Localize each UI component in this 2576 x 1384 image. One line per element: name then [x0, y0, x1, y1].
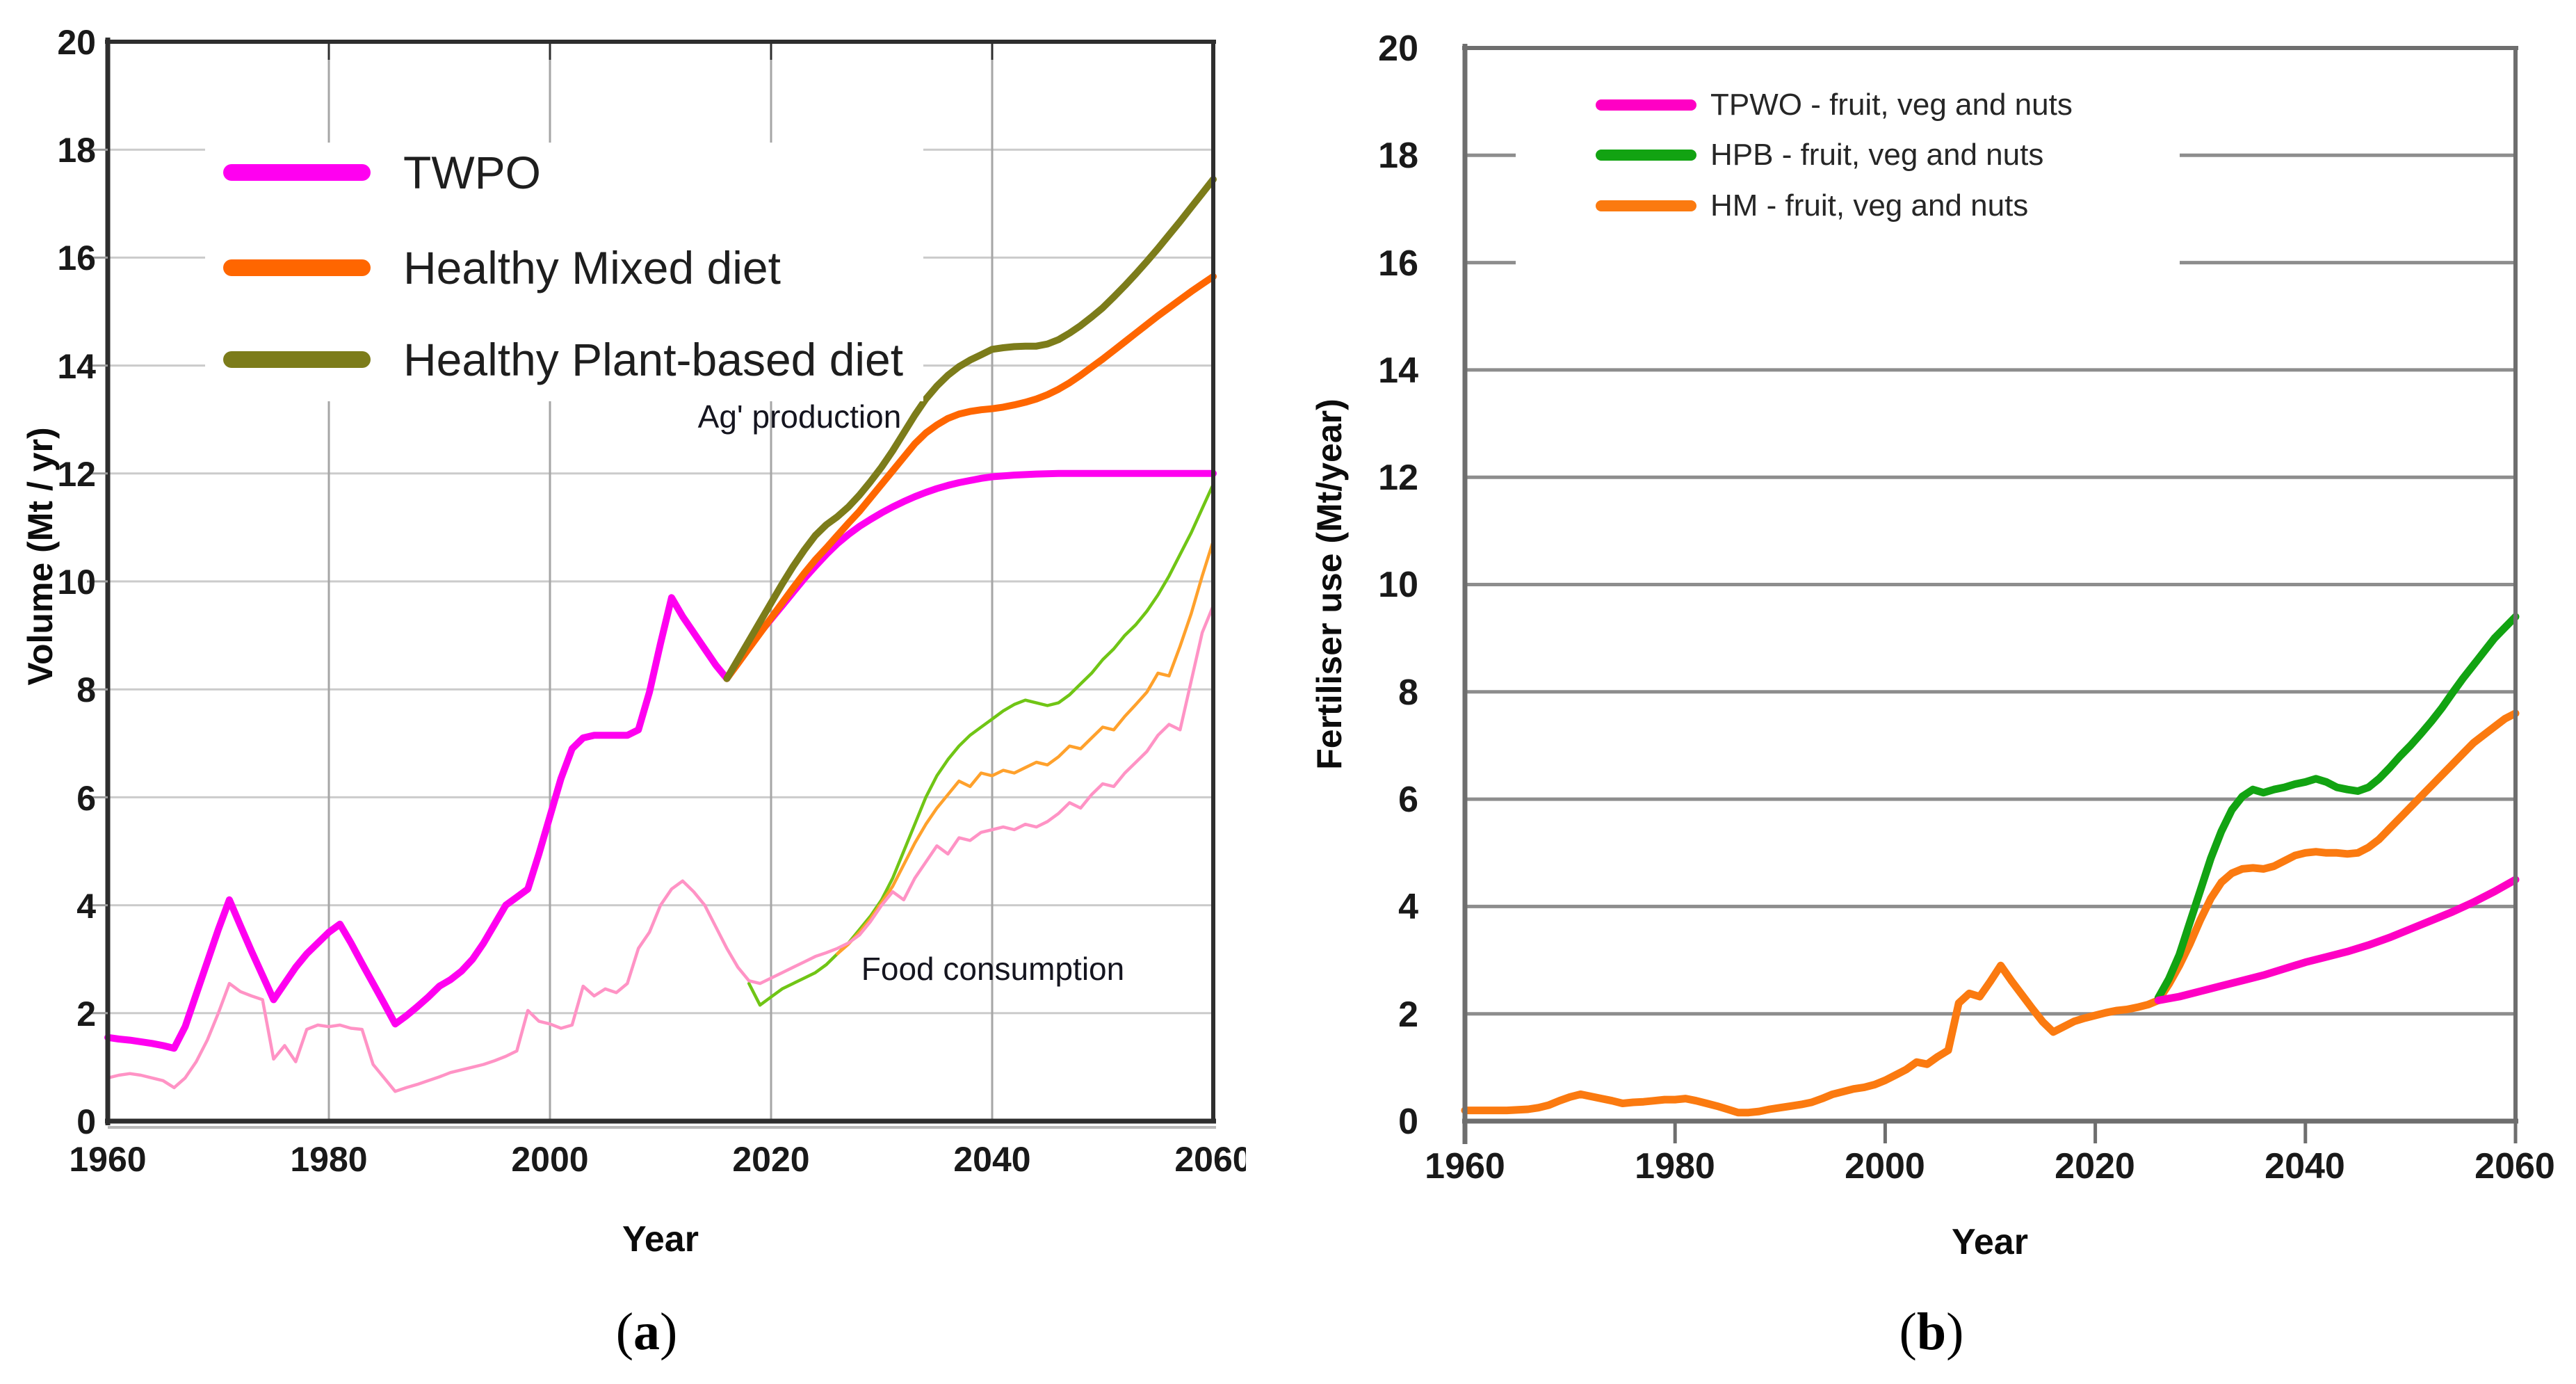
- a-y-tick-0: 0: [76, 1102, 96, 1141]
- a-legend-swatch-hm: [223, 259, 371, 276]
- series-line-hm-food-consumption: [836, 539, 1215, 956]
- b-y-tick-10: 10: [1378, 565, 1418, 605]
- a-y-tick-12: 12: [57, 455, 96, 494]
- b-y-tick-18: 18: [1378, 136, 1418, 176]
- b-x-tick-2000: 2000: [1845, 1146, 1925, 1186]
- a-y-tick-4: 4: [76, 887, 96, 926]
- a-x-tick-1960: 1960: [69, 1140, 147, 1179]
- series-line-hm-fruit-veg-and-nuts: [1461, 709, 2520, 1117]
- series-line-twpo: [104, 469, 1217, 1052]
- b-y-tick-0: 0: [1398, 1102, 1418, 1142]
- caption-a-letter: a: [633, 1303, 660, 1361]
- a-y-axis-title: Volume (Mt / yr): [21, 427, 60, 686]
- a-y-tick-14: 14: [57, 347, 96, 386]
- caption-a: (a): [570, 1302, 723, 1362]
- a-annotation-food-consumption: Food consumption: [861, 951, 1125, 987]
- a-legend-label-hpb: Healthy Plant-based diet: [403, 334, 904, 385]
- a-x-tick-2000: 2000: [511, 1140, 589, 1179]
- b-y-tick-16: 16: [1378, 243, 1418, 284]
- b-y-tick-14: 14: [1378, 351, 1418, 391]
- caption-b-close: ): [1946, 1303, 1964, 1361]
- a-x-tick-2060: 2060: [1174, 1140, 1246, 1179]
- a-y-tick-18: 18: [57, 131, 96, 170]
- b-y-tick-8: 8: [1398, 673, 1418, 713]
- b-x-tick-2060: 2060: [2474, 1146, 2555, 1186]
- b-legend-swatch-hpb: [1596, 150, 1696, 161]
- b-x-axis-title: Year: [1952, 1222, 2028, 1262]
- b-y-tick-6: 6: [1398, 780, 1418, 820]
- b-legend-label-tpwo: TPWO - fruit, veg and nuts: [1710, 88, 2073, 122]
- b-legend-swatch-tpwo: [1596, 99, 1696, 111]
- a-x-tick-2020: 2020: [732, 1140, 810, 1179]
- series-line-hpb-food-consumption: [747, 483, 1215, 1007]
- series-line-healthy-mixed-diet: [723, 273, 1217, 682]
- a-x-tick-2040: 2040: [953, 1140, 1031, 1179]
- b-x-tick-1960: 1960: [1425, 1146, 1505, 1186]
- b-y-axis-title: Fertiliser use (Mt/year): [1310, 399, 1349, 770]
- a-x-axis-title: Year: [622, 1219, 699, 1260]
- caption-b-open: (: [1899, 1303, 1917, 1361]
- caption-a-close: ): [660, 1303, 678, 1361]
- a-legend-label-hm: Healthy Mixed diet: [403, 242, 781, 293]
- a-legend-label-twpo: TWPO: [403, 147, 541, 198]
- b-y-tick-20: 20: [1378, 29, 1418, 69]
- series-line-twpo-food-consumption: [106, 604, 1215, 1093]
- b-y-tick-12: 12: [1378, 458, 1418, 498]
- panel-a-clip: 1960 1980 2000 2020 2040 2060: [0, 0, 1246, 1384]
- series-line-hpb-fruit-veg-and-nuts: [2154, 613, 2520, 1002]
- b-x-tick-1980: 1980: [1635, 1146, 1715, 1186]
- caption-b: (b): [1855, 1302, 2008, 1362]
- a-x-tick-1980: 1980: [290, 1140, 368, 1179]
- a-y-tick-16: 16: [57, 239, 96, 277]
- b-y-tick-2: 2: [1398, 995, 1418, 1035]
- caption-a-open: (: [615, 1303, 633, 1361]
- b-legend-swatch-hm: [1596, 200, 1696, 211]
- a-legend-swatch-hpb: [223, 351, 371, 368]
- b-x-tick-2040: 2040: [2265, 1146, 2345, 1186]
- a-y-tick-20: 20: [57, 23, 96, 62]
- a-y-tick-6: 6: [76, 779, 96, 818]
- a-legend-swatch-twpo: [223, 164, 371, 181]
- series-line-tpwo-fruit-veg-and-nuts: [2154, 876, 2520, 1004]
- caption-b-letter: b: [1916, 1303, 1947, 1361]
- b-legend-label-hpb: HPB - fruit, veg and nuts: [1710, 138, 2044, 172]
- a-y-tick-8: 8: [76, 670, 96, 709]
- a-y-tick-2: 2: [76, 995, 96, 1033]
- a-y-tick-10: 10: [57, 563, 96, 602]
- b-legend-label-hm: HM - fruit, veg and nuts: [1710, 188, 2029, 223]
- a-annotation-ag-production: Ag' production: [697, 399, 902, 435]
- b-y-tick-4: 4: [1398, 887, 1418, 927]
- series-line-healthy-plant-based-diet: [723, 175, 1217, 682]
- b-x-tick-2020: 2020: [2055, 1146, 2135, 1186]
